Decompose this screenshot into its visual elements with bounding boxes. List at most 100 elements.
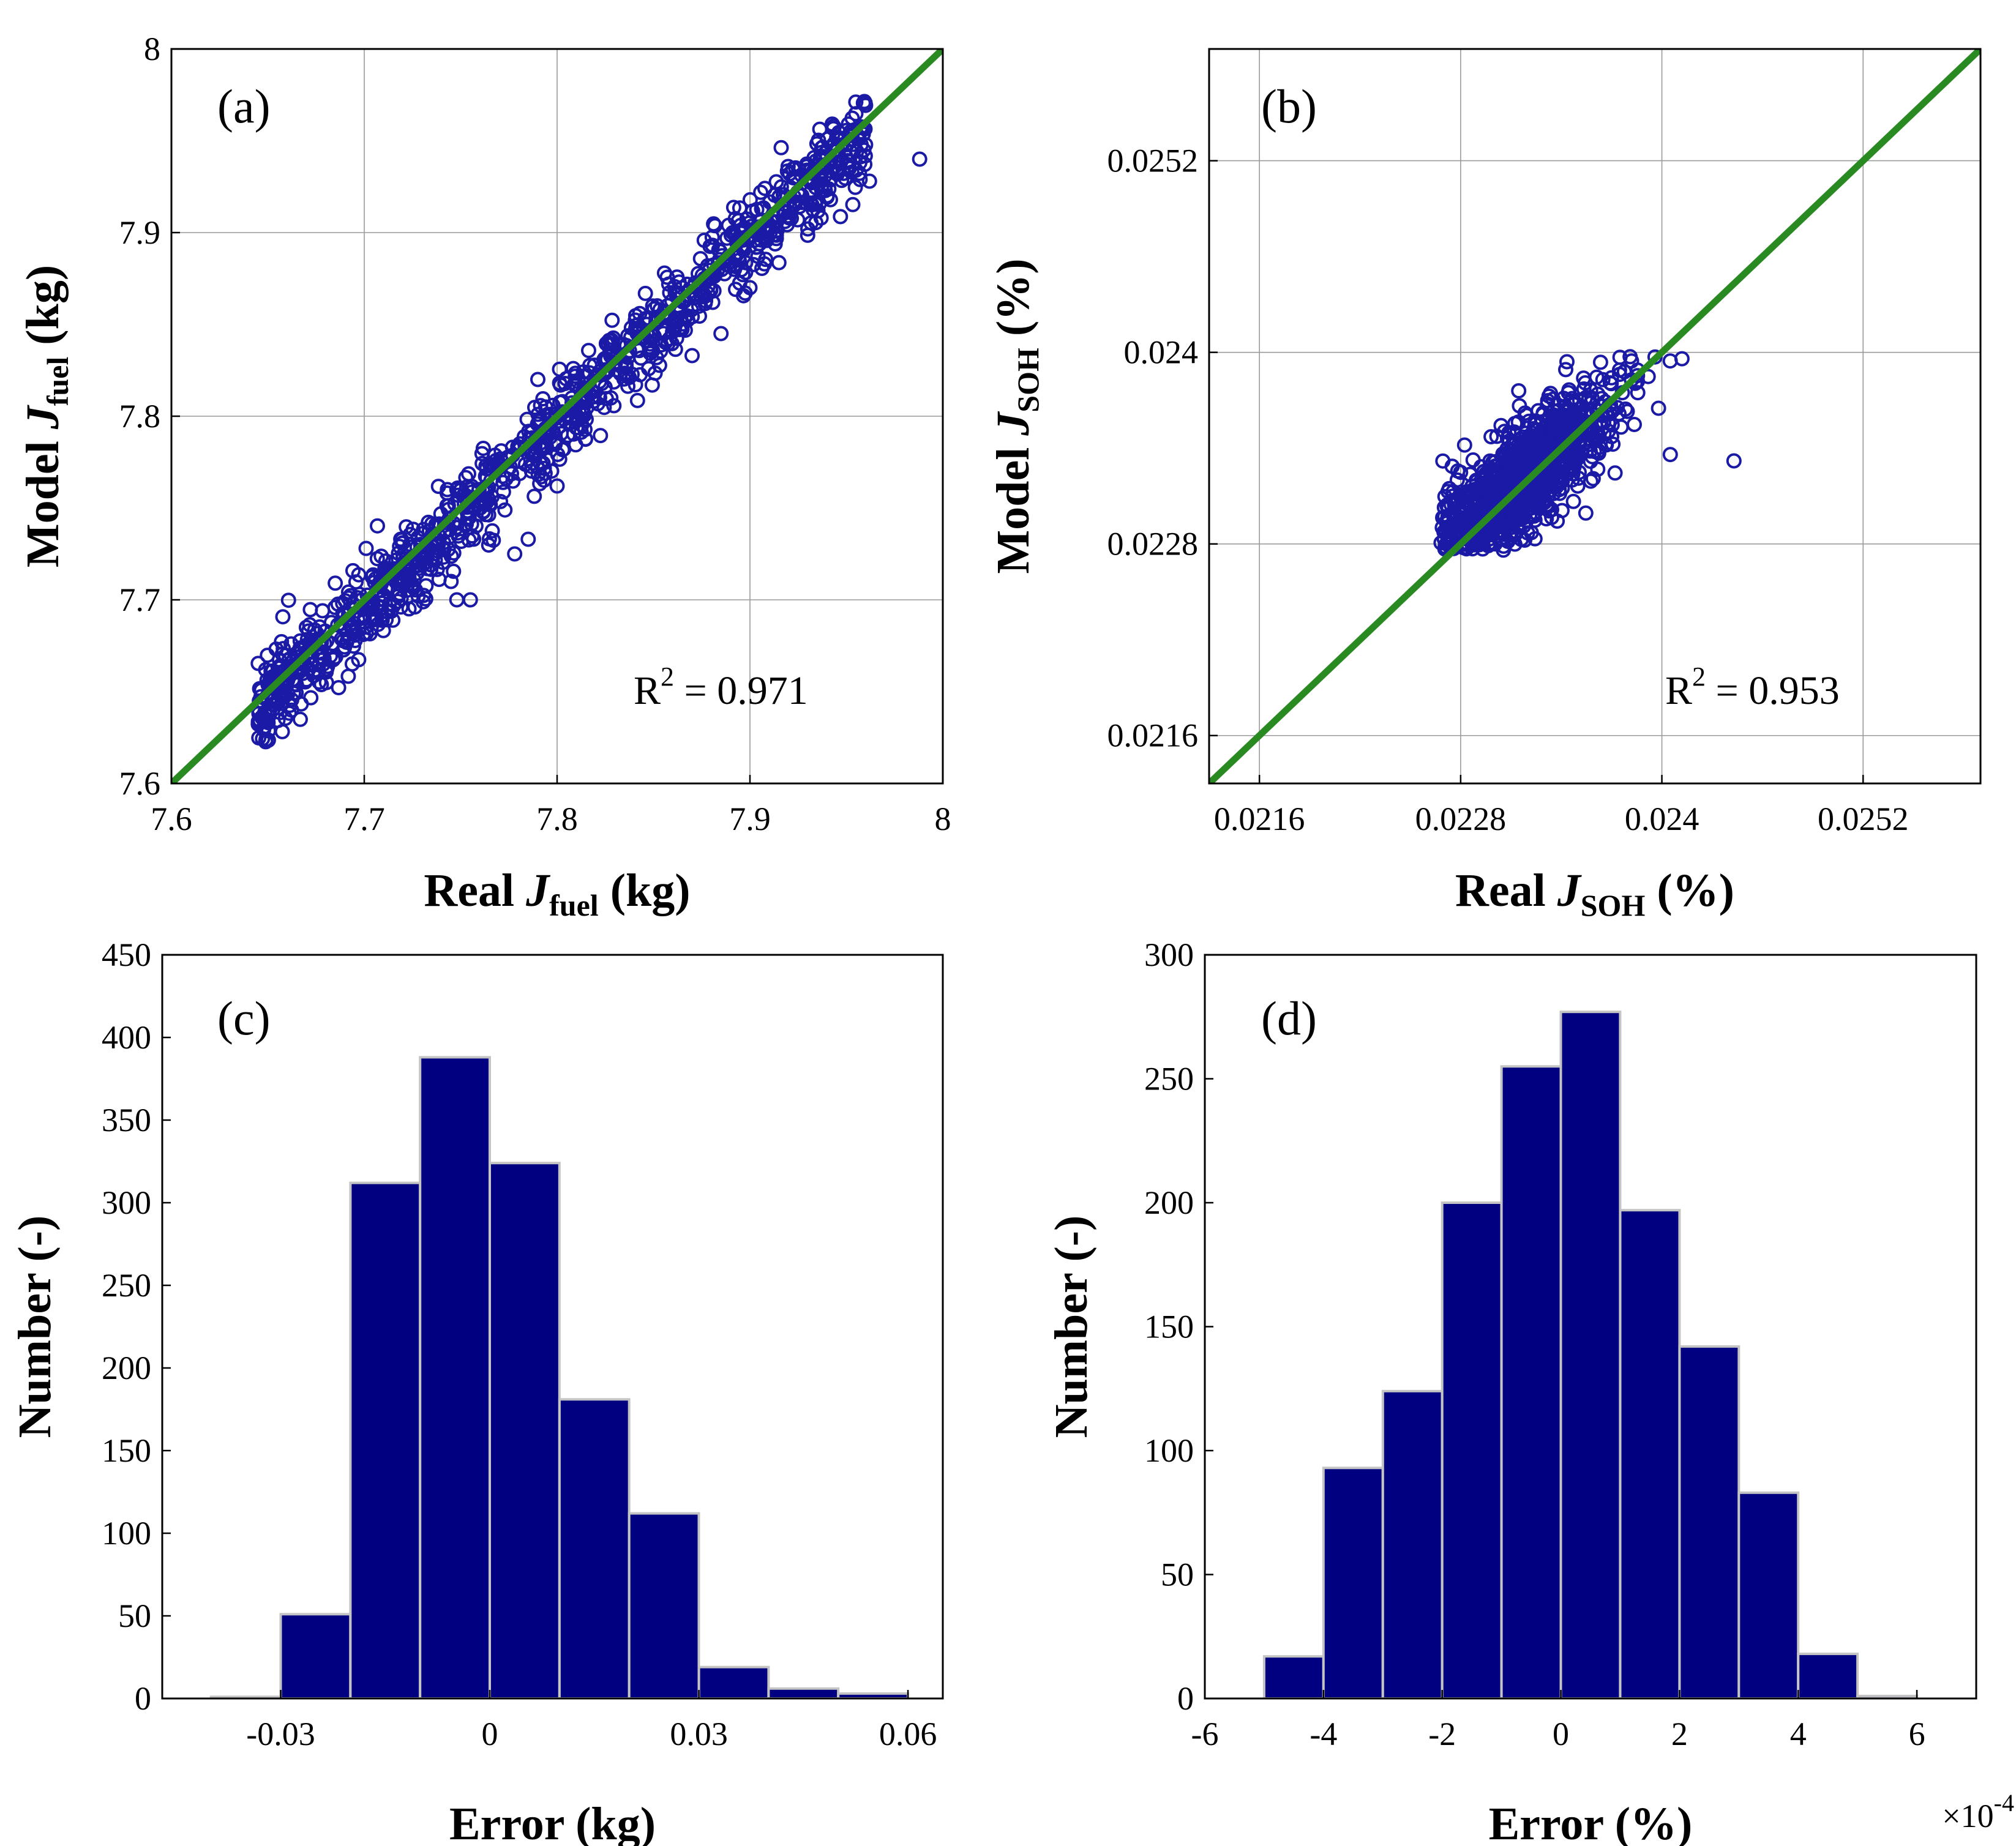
x-axis-label-text: Error (%)	[1489, 1798, 1693, 1846]
y-tick-label: 200	[102, 1350, 151, 1386]
data-point	[1526, 495, 1542, 510]
x-axis-label: Real Jfuel (kg)	[424, 865, 690, 922]
data-point	[1487, 536, 1503, 552]
data-point	[671, 274, 687, 290]
data-point	[436, 542, 452, 558]
y-tick-label: 0.0216	[1107, 717, 1199, 754]
data-point	[813, 210, 829, 226]
data-point	[597, 351, 613, 367]
identity-line	[171, 49, 943, 783]
data-point	[912, 151, 927, 167]
x-tick-label: 4	[1790, 1716, 1807, 1752]
histogram-bar	[1322, 1467, 1384, 1698]
data-point	[303, 690, 319, 706]
data-point	[552, 394, 568, 410]
data-point	[1559, 354, 1575, 370]
x-tick-label: 0.06	[879, 1716, 937, 1752]
data-point	[1554, 426, 1570, 442]
data-point	[277, 711, 293, 727]
data-point	[766, 187, 782, 203]
y-tick-label: 50	[118, 1597, 151, 1634]
data-point	[293, 711, 308, 727]
identity-line	[1209, 49, 1980, 783]
data-point	[481, 491, 497, 507]
histogram-bar	[1678, 1345, 1741, 1698]
x-axis-multiplier: ×10-4	[1942, 1789, 2014, 1834]
data-point	[1630, 385, 1646, 401]
y-tick-label: 200	[1144, 1184, 1194, 1221]
data-point	[575, 399, 591, 415]
y-tick-label: 250	[102, 1267, 151, 1304]
y-axis-label-variable: J	[17, 405, 69, 430]
data-point	[1590, 461, 1606, 477]
data-point	[830, 166, 845, 182]
data-point	[390, 594, 406, 609]
x-tick-label: 8	[935, 801, 951, 837]
data-point	[461, 466, 476, 482]
y-axis-label-text: Number (-)	[9, 1216, 61, 1438]
data-point	[624, 367, 640, 383]
data-point	[365, 610, 381, 626]
data-point	[810, 203, 826, 219]
histogram-bar	[628, 1512, 700, 1698]
data-point	[479, 461, 495, 477]
data-point	[449, 592, 465, 608]
data-point	[401, 601, 417, 617]
data-point	[1561, 447, 1577, 463]
data-point	[1596, 414, 1612, 430]
data-point	[773, 140, 789, 155]
y-tick-label: 0	[135, 1680, 151, 1717]
data-point	[753, 184, 769, 200]
y-axis-label: Number (-)	[1046, 1216, 1097, 1438]
data-point	[853, 136, 869, 152]
data-point	[259, 712, 275, 728]
data-point	[474, 446, 490, 461]
data-point	[311, 674, 327, 690]
data-point	[1558, 362, 1573, 378]
data-point	[1445, 488, 1461, 504]
data-marks	[1209, 49, 1980, 783]
data-point	[1465, 504, 1481, 520]
data-point	[1505, 435, 1521, 451]
x-axis-label-unit: (%)	[1645, 865, 1734, 916]
data-point	[327, 649, 343, 665]
histogram-bar	[1619, 1209, 1681, 1698]
data-point	[461, 532, 477, 548]
data-point	[430, 479, 446, 495]
histogram-bar	[697, 1665, 770, 1698]
x-axis-multiplier-exponent: -4	[1994, 1789, 2014, 1817]
data-point	[603, 390, 619, 406]
data-point	[581, 343, 596, 359]
histogram-bar	[1797, 1653, 1859, 1698]
data-point	[606, 398, 622, 414]
x-tick-label: 0.024	[1625, 801, 1699, 837]
r-squared-value: = 0.953	[1706, 668, 1840, 713]
panel-c-histogram-fuel-error: -0.03 0 0.03 0.06 0 50 100 150 200 250 300 350 400 45…	[9, 936, 944, 1846]
histogram-bar	[489, 1162, 561, 1698]
data-point	[408, 582, 424, 598]
data-point	[1594, 390, 1609, 406]
data-point	[530, 372, 545, 387]
data-point	[450, 525, 465, 541]
data-point	[684, 348, 700, 364]
data-point	[746, 256, 762, 272]
data-point	[843, 144, 859, 160]
data-point	[405, 521, 421, 537]
y-tick-label: 0.0228	[1107, 526, 1199, 562]
data-point	[532, 476, 548, 491]
data-point	[606, 374, 622, 390]
data-point	[261, 723, 277, 739]
data-point	[1501, 507, 1517, 523]
y-tick-label: 7.7	[119, 581, 161, 618]
data-point	[1521, 413, 1537, 429]
data-point	[520, 531, 536, 547]
data-point	[1537, 467, 1553, 483]
data-point	[318, 674, 334, 690]
data-point	[721, 217, 736, 233]
data-point	[443, 574, 459, 589]
data-point	[430, 543, 446, 559]
data-point	[571, 374, 586, 390]
data-point	[819, 188, 835, 204]
data-point	[768, 227, 784, 243]
